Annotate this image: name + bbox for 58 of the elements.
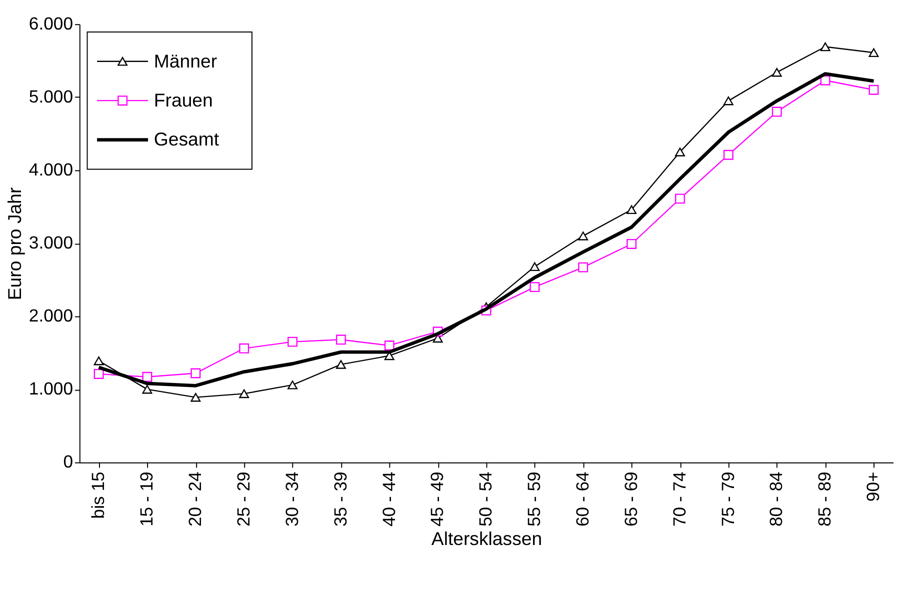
point xyxy=(772,68,782,77)
x-tick-label: 40 - 44 xyxy=(378,471,399,527)
point xyxy=(675,148,685,156)
x-tick-label: 15 - 19 xyxy=(136,472,157,527)
point xyxy=(723,150,734,160)
point xyxy=(239,343,250,354)
y-tick-label: 5.000 xyxy=(28,86,74,107)
x-tick-label: 50 - 54 xyxy=(476,471,496,527)
y-tick-label: 0 xyxy=(63,452,74,472)
y-tick-label: 1.000 xyxy=(28,378,74,399)
y-axis-title: Euro pro Jahr xyxy=(4,187,26,300)
point xyxy=(675,194,685,204)
x-tick-label: 65 - 69 xyxy=(620,472,641,527)
x-tick-label: 70 - 74 xyxy=(669,471,690,527)
point xyxy=(288,336,298,347)
x-tick-label: 25 - 29 xyxy=(233,472,254,527)
point xyxy=(336,360,346,369)
point xyxy=(868,84,879,95)
point xyxy=(190,368,201,378)
point xyxy=(723,96,734,106)
x-axis-title: Altersklassen xyxy=(431,528,542,550)
x-tick-label: bis 15 xyxy=(88,471,108,519)
point xyxy=(288,380,298,390)
y-tick-label: 6.000 xyxy=(28,14,74,34)
point xyxy=(868,48,879,57)
legend-label: Gesamt xyxy=(154,128,220,150)
point xyxy=(820,42,830,52)
y-tick-label: 2.000 xyxy=(28,306,74,326)
x-tick-label: 30 - 34 xyxy=(282,471,302,527)
point xyxy=(626,238,637,249)
point xyxy=(336,334,346,345)
x-tick-label: 90+ xyxy=(863,472,884,502)
point xyxy=(772,106,782,117)
point xyxy=(239,389,250,398)
point xyxy=(190,392,201,402)
x-tick-label: 75 - 79 xyxy=(718,472,738,527)
point xyxy=(94,368,104,379)
x-tick-label: 80 - 84 xyxy=(766,471,786,527)
legend-label: Frauen xyxy=(154,89,213,110)
point xyxy=(142,372,152,382)
point xyxy=(94,356,104,366)
y-tick-label: 4.000 xyxy=(28,160,74,180)
point xyxy=(820,75,830,86)
x-tick-label: 85 - 89 xyxy=(814,472,835,527)
point xyxy=(530,282,540,292)
x-tick-label: 35 - 39 xyxy=(330,472,350,527)
point xyxy=(384,340,394,350)
y-tick-label: 3.000 xyxy=(28,232,74,253)
point xyxy=(578,262,588,272)
point xyxy=(530,262,540,271)
x-tick-label: 20 - 24 xyxy=(185,471,206,527)
x-tick-label: 55 - 59 xyxy=(524,472,544,527)
legend-label: Männer xyxy=(154,50,218,72)
x-tick-label: 45 - 49 xyxy=(427,472,448,527)
point xyxy=(578,232,588,240)
point xyxy=(142,384,152,394)
point xyxy=(626,205,637,214)
x-tick-label: 60 - 64 xyxy=(572,471,593,527)
